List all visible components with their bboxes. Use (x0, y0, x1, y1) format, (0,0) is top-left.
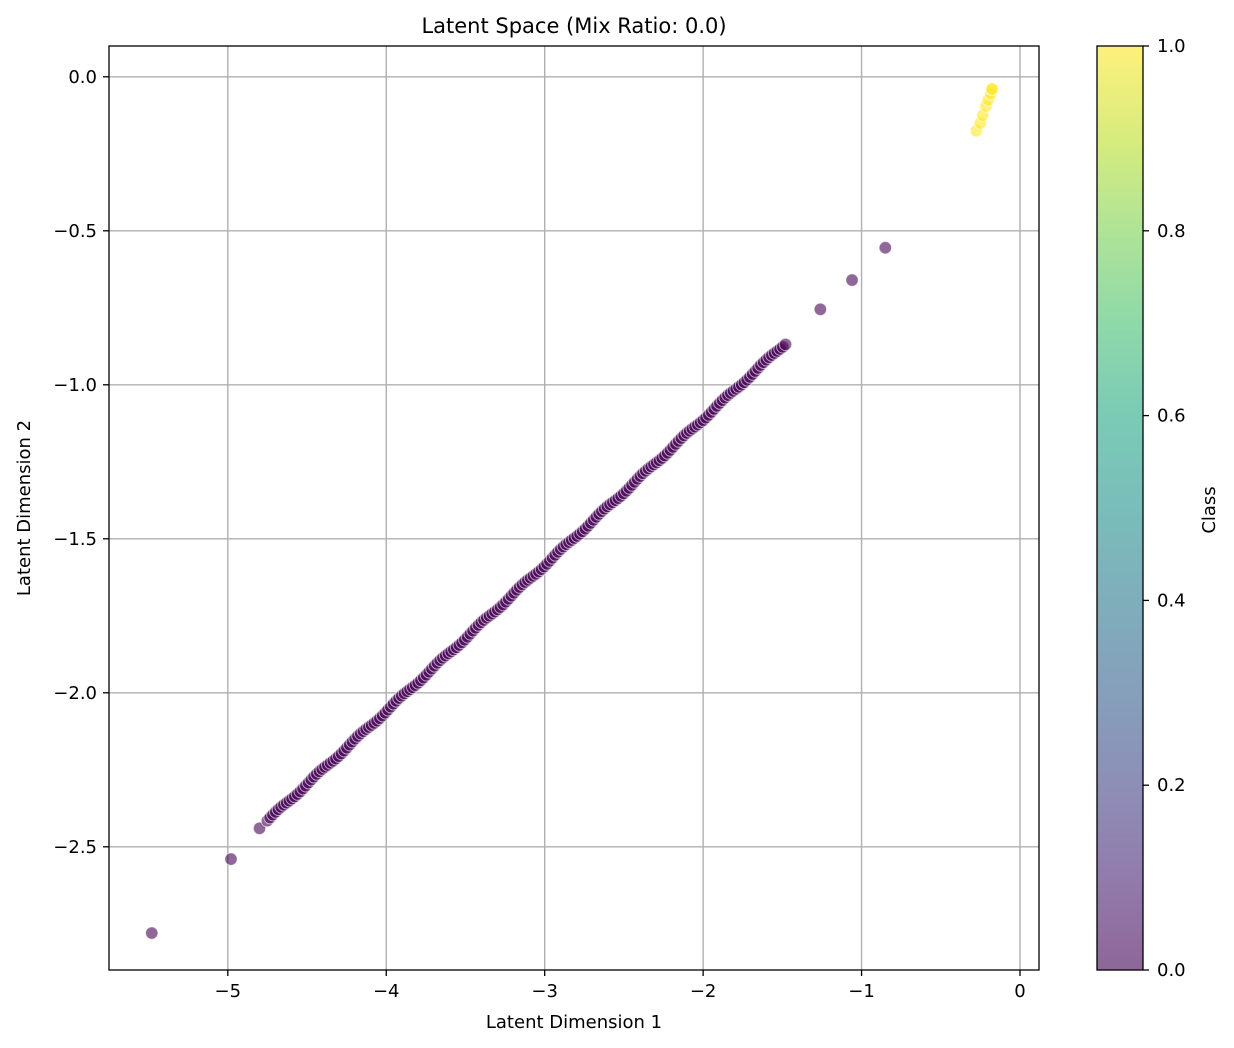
scatter-point-class-0 (878, 241, 893, 255)
x-tick-label: −4 (373, 981, 400, 1002)
colorbar (1097, 46, 1143, 970)
x-tick-label: −1 (848, 981, 875, 1002)
y-tick-label: −0.5 (53, 221, 97, 242)
colorbar-label: Class (1199, 486, 1220, 533)
colorbar-tick-label: 1.0 (1157, 36, 1186, 57)
y-tick-label: 0.0 (68, 67, 97, 88)
x-tick-label: −3 (531, 981, 558, 1002)
scatter-point-class-0 (845, 273, 859, 287)
data-points (145, 82, 999, 940)
plot-frame (108, 45, 1040, 971)
grid (109, 46, 1039, 970)
y-axis-label: Latent Dimension 2 (14, 420, 35, 596)
colorbar-tick-label: 0.0 (1157, 960, 1186, 981)
scatter-point-class-0 (778, 337, 793, 352)
scatter-point-class-0 (813, 302, 828, 317)
colorbar-tick-label: 0.6 (1157, 406, 1186, 427)
y-tick-label: −1.0 (53, 375, 97, 396)
colorbar-tick-label: 0.8 (1157, 221, 1186, 242)
colorbar-tick-label: 0.2 (1157, 775, 1186, 796)
y-axis-ticks: 0.0 −0.5 −1.0 −1.5 −2.0 −2.5 (53, 67, 109, 858)
colorbar-frame (1096, 45, 1144, 971)
y-tick-label: −1.5 (53, 529, 97, 550)
y-tick-label: −2.0 (53, 683, 97, 704)
chart-title: Latent Space (Mix Ratio: 0.0) (421, 14, 726, 38)
x-axis-label: Latent Dimension 1 (486, 1012, 662, 1033)
colorbar-tick-label: 0.4 (1157, 590, 1186, 611)
x-tick-label: 0 (1014, 981, 1025, 1002)
y-tick-label: −2.5 (53, 837, 97, 858)
x-axis-ticks: −5 −4 −3 −2 −1 0 (215, 970, 1026, 1002)
colorbar-ticks: 0.0 0.2 0.4 0.6 0.8 1.0 (1143, 36, 1186, 981)
x-tick-label: −2 (690, 981, 717, 1002)
scatter-point-class-0 (224, 852, 238, 866)
x-tick-label: −5 (215, 981, 242, 1002)
scatter-point-class-1 (985, 82, 999, 96)
scatter-point-class-0 (145, 926, 159, 940)
